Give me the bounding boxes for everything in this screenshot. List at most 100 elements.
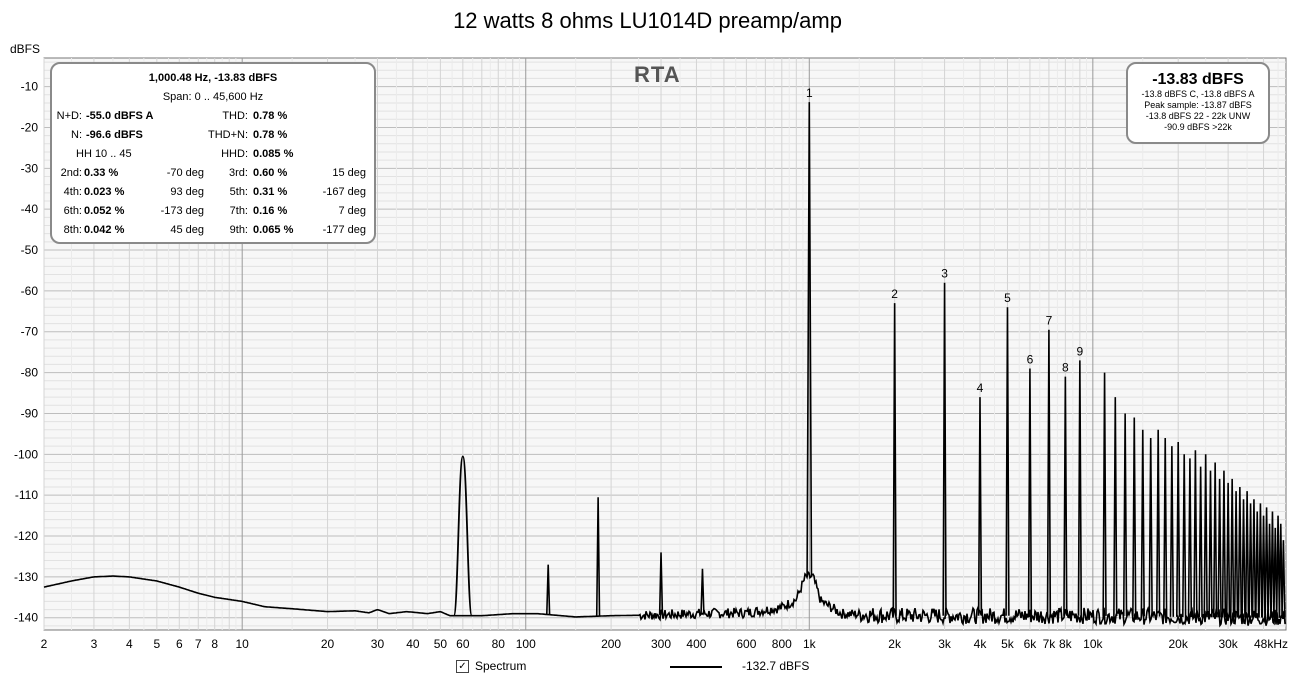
x-tick-label: 40 [406, 637, 420, 651]
x-tick-label: 3k [938, 637, 952, 651]
spectral-peak [892, 303, 897, 616]
level-main-value: -13.83 dBFS [1152, 71, 1244, 88]
x-tick-label: 5 [153, 637, 160, 651]
x-tick-label: 80 [492, 637, 506, 651]
rta-label: RTA [634, 62, 681, 87]
spectrum-legend-label: Spectrum [475, 659, 527, 673]
x-tick-label: 48kHz [1254, 637, 1288, 651]
harmonic-peak-label: 7 [1046, 314, 1053, 328]
harmonic-label: 5th: [229, 186, 248, 198]
harmonic-peak-label: 9 [1077, 344, 1084, 358]
spectral-peak [1182, 454, 1187, 617]
spectral-peak [1005, 307, 1010, 616]
spectral-peak [1233, 491, 1239, 618]
harmonic-peak-label: 3 [941, 267, 948, 281]
x-tick-label: 6 [176, 637, 183, 651]
stats-header: 1,000.48 Hz, -13.83 dBFS [148, 72, 278, 84]
x-tick-label: 600 [736, 637, 756, 651]
x-tick-label: 2k [888, 637, 902, 651]
thdn-label: THD+N: [207, 129, 248, 141]
spectral-peak [1140, 429, 1145, 617]
spectral-peak [595, 497, 601, 617]
spectrum-checkbox[interactable]: ✓ [456, 660, 469, 674]
x-tick-label: 20 [321, 637, 335, 651]
spectral-peak [1244, 491, 1250, 618]
spectral-peak [658, 552, 664, 615]
level-peak-line: Peak sample: -13.87 dBFS [1144, 100, 1252, 110]
harmonic-label: 6th: [63, 205, 82, 217]
x-tick-label: 30k [1218, 637, 1238, 651]
x-tick-label: 200 [601, 637, 621, 651]
spectral-peak [1273, 527, 1278, 618]
x-tick-label: 4k [974, 637, 988, 651]
spectral-peak [1175, 442, 1181, 617]
spectral-peak [942, 282, 947, 616]
x-tick-label: 10k [1083, 637, 1103, 651]
harmonic-label: 9th: [229, 224, 248, 236]
distortion-stats-panel: 1,000.48 Hz, -13.83 dBFS Span: 0 .. 45,6… [50, 62, 376, 244]
spectral-peak [1221, 470, 1227, 618]
y-tick-label: -20 [21, 120, 39, 134]
hhd-label: HHD: [221, 148, 248, 160]
spectral-peak [1198, 466, 1203, 618]
spectral-peak [1278, 523, 1283, 618]
legend-cursor-value: -132.7 dBFS [742, 659, 810, 673]
harmonic-phase: 15 deg [332, 167, 366, 179]
harmonic-label: 4th: [63, 186, 82, 198]
harmonic-peak-label: 8 [1062, 361, 1069, 375]
y-tick-label: -80 [21, 366, 39, 380]
spectral-peak [1255, 511, 1260, 618]
harmonic-pct: 0.31 % [253, 186, 288, 198]
spectral-peak [1122, 413, 1128, 617]
spectral-peak [977, 397, 983, 616]
spectral-peak [1251, 499, 1257, 618]
nd-value: -55.0 dBFS A [86, 110, 154, 122]
harmonic-label: 7th: [229, 205, 248, 217]
harmonic-phase: -70 deg [166, 167, 204, 179]
hhd-value: 0.085 % [253, 148, 294, 160]
x-tick-label: 1k [803, 637, 817, 651]
x-tick-label: 30 [371, 637, 385, 651]
x-tick-label: 20k [1169, 637, 1189, 651]
spectral-peak [1203, 454, 1208, 618]
legend: ✓ Spectrum [456, 659, 527, 674]
harmonic-peak-label: 6 [1027, 353, 1034, 367]
harmonic-peak-label: 5 [1004, 291, 1011, 305]
level-weighting-line: -13.8 dBFS C, -13.8 dBFS A [1141, 89, 1255, 99]
x-tick-label: 800 [772, 637, 792, 651]
spectral-peak [1241, 499, 1246, 618]
harmonic-pct: 0.052 % [84, 205, 125, 217]
spectral-peak [1187, 458, 1193, 618]
spectral-peak [1063, 376, 1068, 616]
spectrum-trace [43, 570, 1287, 628]
x-tick-label: 7k [1043, 637, 1057, 651]
spectral-peak [1237, 486, 1243, 618]
spectral-peak [1113, 397, 1118, 617]
y-tick-label: -90 [21, 406, 39, 420]
spectral-peak [1208, 470, 1213, 618]
y-axis-unit: dBFS [10, 42, 41, 56]
spectral-peak [1027, 368, 1033, 616]
x-tick-label: 60 [456, 637, 470, 651]
x-tick-label: 100 [516, 637, 536, 651]
level-readout-panel: -13.83 dBFS -13.8 dBFS C, -13.8 dBFS A P… [1126, 62, 1270, 144]
stats-span-text: Span: 0 .. 45,600 Hz [162, 91, 264, 103]
x-tick-label: 400 [686, 637, 706, 651]
level-band-line: -13.8 dBFS 22 - 22k UNW [1145, 111, 1251, 121]
harmonic-label: 2nd: [60, 167, 82, 179]
x-tick-label: 4 [126, 637, 133, 651]
x-tick-label: 7 [195, 637, 202, 651]
thd-label: THD: [222, 110, 248, 122]
spectral-peak [1225, 482, 1231, 618]
chart-title: 12 watts 8 ohms LU1014D preamp/amp [453, 8, 842, 33]
level-above-band-line: -90.9 dBFS >22k [1164, 122, 1232, 132]
x-tick-label: 2 [41, 637, 48, 651]
spectral-peak [1193, 450, 1198, 618]
spectral-peak [1264, 507, 1269, 618]
n-value: -96.6 dBFS [86, 129, 143, 141]
spectral-peak [1102, 372, 1107, 616]
spectral-peak [1258, 503, 1263, 618]
spectral-peak [1248, 503, 1253, 618]
spectral-peak [1229, 478, 1235, 618]
